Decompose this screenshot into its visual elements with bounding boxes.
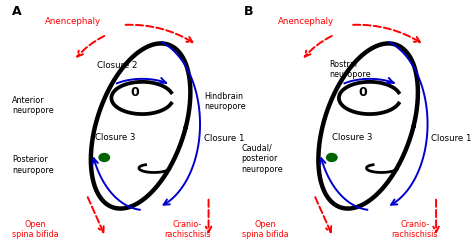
Text: B: B	[244, 5, 254, 18]
Text: Closure 2: Closure 2	[97, 61, 137, 70]
Text: Anterior
neuropore: Anterior neuropore	[12, 96, 54, 115]
Text: Cranio-
rachischisis: Cranio- rachischisis	[164, 220, 210, 239]
Text: A: A	[12, 5, 21, 18]
Text: Anencephaly: Anencephaly	[278, 17, 334, 26]
Text: Caudal/
posterior
neuropore: Caudal/ posterior neuropore	[242, 144, 283, 174]
Text: Cranio-
rachischisis: Cranio- rachischisis	[392, 220, 438, 239]
Text: Open
spina bifida: Open spina bifida	[242, 220, 289, 239]
Text: 0: 0	[131, 87, 139, 99]
Ellipse shape	[327, 154, 337, 161]
Text: Anencephaly: Anencephaly	[46, 17, 101, 26]
Text: Closure 3: Closure 3	[332, 133, 372, 142]
Text: Open
spina bifida: Open spina bifida	[12, 220, 59, 239]
Text: Closure 1: Closure 1	[204, 134, 244, 143]
Text: Closure 1: Closure 1	[431, 134, 472, 143]
Text: Rostral
neuropore: Rostral neuropore	[329, 60, 371, 79]
Text: 0: 0	[358, 87, 367, 99]
Text: Hindbrain
neuropore: Hindbrain neuropore	[204, 92, 246, 111]
Text: Closure 3: Closure 3	[95, 133, 135, 142]
Text: Posterior
neuropore: Posterior neuropore	[12, 155, 54, 175]
Ellipse shape	[99, 154, 109, 161]
